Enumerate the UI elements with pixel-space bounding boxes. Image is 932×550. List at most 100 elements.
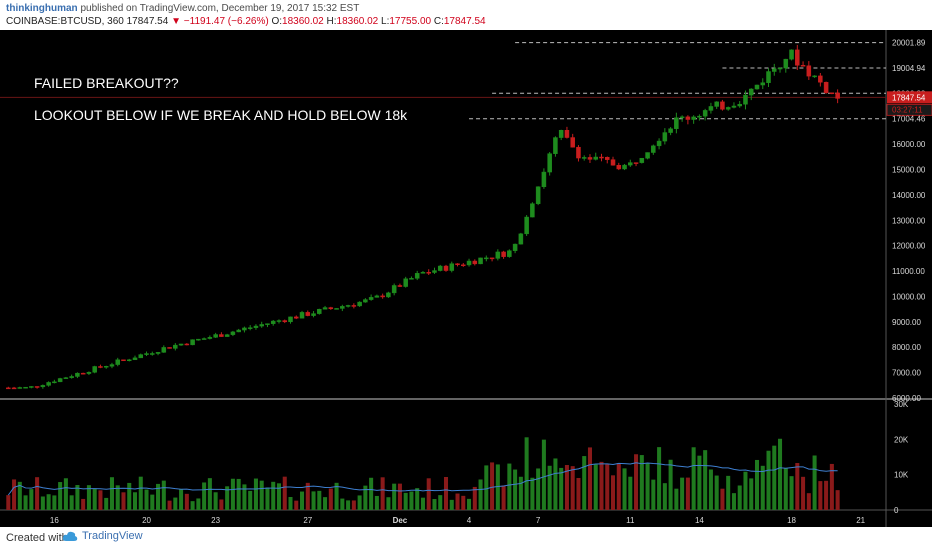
candle-body bbox=[132, 357, 138, 361]
time-tick-label: 16 bbox=[50, 516, 59, 525]
volume-bar bbox=[472, 486, 477, 510]
volume-bar bbox=[173, 497, 178, 510]
volume-bar bbox=[328, 488, 333, 510]
volume-bar bbox=[426, 478, 431, 510]
volume-bar bbox=[86, 485, 91, 510]
candle-body bbox=[512, 243, 518, 251]
volume-bar bbox=[23, 495, 28, 510]
candle-body bbox=[760, 82, 766, 86]
candle-body bbox=[541, 171, 547, 188]
volume-bar bbox=[513, 469, 518, 510]
volume-bar bbox=[40, 496, 45, 510]
candle-body bbox=[535, 186, 541, 204]
volume-bar bbox=[150, 494, 155, 510]
volume-bar bbox=[317, 490, 322, 510]
candle-body bbox=[236, 329, 241, 333]
volume-bar bbox=[616, 463, 621, 510]
volume-bar bbox=[680, 477, 685, 510]
volume-bar bbox=[731, 493, 736, 510]
price-tick-label: 11000.00 bbox=[892, 267, 925, 276]
candle-body bbox=[702, 110, 708, 117]
volume-bar bbox=[628, 476, 633, 510]
candle-body bbox=[391, 285, 397, 294]
price-change: −1191.47 (−6.26%) bbox=[183, 16, 269, 27]
volume-bar bbox=[524, 437, 529, 510]
volume-bar bbox=[737, 485, 742, 510]
candle-body bbox=[581, 157, 587, 159]
candle-body bbox=[530, 203, 535, 218]
candle-body bbox=[553, 137, 558, 154]
candle-body bbox=[46, 382, 51, 386]
candle-body bbox=[322, 307, 328, 310]
volume-bar bbox=[415, 488, 420, 510]
volume-bar bbox=[495, 464, 500, 510]
candle-body bbox=[420, 272, 426, 274]
time-tick-label: 23 bbox=[211, 516, 220, 525]
candle-body bbox=[432, 270, 437, 273]
volume-bar bbox=[651, 479, 656, 510]
volume-bar bbox=[697, 455, 702, 510]
volume-bar bbox=[196, 498, 201, 510]
volume-bar bbox=[576, 477, 581, 510]
volume-bar bbox=[219, 499, 224, 510]
volume-bar bbox=[132, 492, 138, 510]
volume-bar bbox=[109, 477, 114, 510]
volume-bar bbox=[501, 485, 506, 510]
candle-body bbox=[570, 137, 575, 148]
low-label: L: bbox=[381, 16, 390, 27]
annotation-lookout: LOOKOUT BELOW IF WE BREAK AND HOLD BELOW… bbox=[34, 107, 408, 123]
candle-body bbox=[795, 49, 800, 66]
volume-bar bbox=[720, 488, 725, 510]
candle-body bbox=[219, 334, 224, 337]
countdown-label: 03:27:11 bbox=[892, 105, 923, 114]
volume-bar bbox=[599, 461, 604, 510]
chart-area[interactable]: 6000.00 7000.00 8000.00 9000.00 10000.00 1100… bbox=[0, 30, 932, 527]
volume-bar bbox=[703, 450, 708, 510]
volume-bar bbox=[104, 497, 109, 510]
time-tick-label: 4 bbox=[467, 516, 472, 525]
volume-bar bbox=[507, 463, 512, 510]
volume-bar bbox=[115, 485, 120, 510]
volume-bar bbox=[772, 445, 777, 510]
candle-body bbox=[11, 387, 17, 390]
volume-bar bbox=[386, 497, 391, 510]
volume-bar bbox=[783, 468, 788, 510]
volume-bar bbox=[432, 499, 437, 510]
volume-bar bbox=[265, 487, 270, 510]
time-tick-label: 20 bbox=[142, 516, 151, 525]
candle-body bbox=[351, 305, 357, 307]
candle-body bbox=[69, 376, 74, 378]
volume-bar bbox=[271, 481, 276, 510]
price-chart[interactable]: 6000.007000.008000.009000.0010000.001100… bbox=[0, 30, 932, 527]
candle-body bbox=[472, 260, 478, 265]
volume-bar bbox=[536, 468, 541, 510]
tradingview-link[interactable]: TradingView bbox=[62, 530, 143, 542]
volume-bar bbox=[484, 465, 489, 510]
volume-bar bbox=[691, 447, 696, 510]
candle-body bbox=[357, 301, 362, 307]
volume-bar bbox=[276, 483, 281, 510]
author-link[interactable]: thinkinghuman bbox=[6, 3, 78, 14]
volume-bar bbox=[311, 491, 316, 510]
candle-body bbox=[98, 366, 103, 368]
candle-body bbox=[363, 299, 368, 303]
volume-bar bbox=[374, 495, 379, 510]
volume-bar bbox=[334, 482, 339, 510]
candle-body bbox=[167, 347, 172, 349]
created-with-text: Created with bbox=[6, 532, 68, 544]
volume-bar bbox=[202, 482, 207, 510]
volume-bar bbox=[6, 495, 11, 510]
candle-body bbox=[426, 272, 431, 274]
low-value: 17755.00 bbox=[389, 16, 432, 27]
volume-bar bbox=[92, 488, 97, 510]
candle-body bbox=[305, 312, 311, 316]
volume-bar bbox=[559, 467, 564, 510]
volume-bar bbox=[754, 459, 760, 510]
candle-body bbox=[224, 334, 230, 337]
volume-bar bbox=[806, 493, 811, 510]
candle-body bbox=[34, 386, 40, 388]
open-label: O: bbox=[271, 16, 283, 27]
volume-bar bbox=[438, 495, 443, 510]
candle-body bbox=[138, 354, 144, 359]
symbol-label[interactable]: COINBASE:BTCUSD, 360 bbox=[6, 16, 124, 27]
